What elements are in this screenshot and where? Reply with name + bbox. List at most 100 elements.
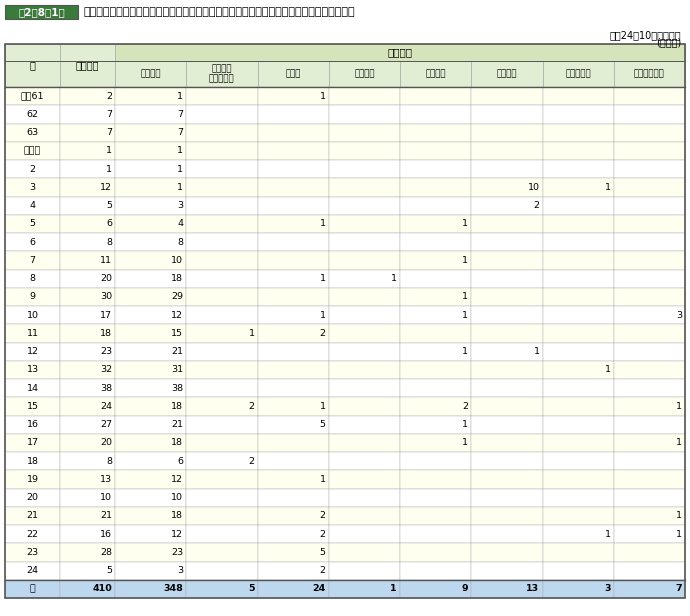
Bar bbox=[613, 288, 685, 306]
Text: 2: 2 bbox=[248, 456, 255, 466]
Text: 航空機事故: 航空機事故 bbox=[565, 70, 591, 78]
Text: 15: 15 bbox=[171, 329, 184, 338]
Bar bbox=[471, 525, 542, 543]
Bar bbox=[613, 361, 685, 379]
Bar bbox=[328, 379, 400, 397]
Bar bbox=[613, 452, 685, 470]
Bar bbox=[5, 342, 60, 361]
Text: 18: 18 bbox=[100, 329, 112, 338]
Bar bbox=[115, 178, 186, 197]
Bar bbox=[5, 543, 60, 562]
Bar bbox=[5, 434, 60, 452]
Bar bbox=[328, 87, 400, 105]
Bar bbox=[257, 580, 328, 598]
Bar bbox=[5, 44, 685, 598]
Bar bbox=[186, 105, 257, 123]
Bar bbox=[257, 416, 328, 434]
Bar bbox=[257, 160, 328, 178]
Text: 8: 8 bbox=[106, 456, 112, 466]
Bar bbox=[400, 488, 471, 507]
Bar bbox=[400, 397, 471, 416]
Text: 23: 23 bbox=[100, 347, 112, 356]
Bar bbox=[115, 233, 186, 251]
Bar bbox=[60, 251, 115, 270]
Text: 12: 12 bbox=[100, 183, 112, 192]
Bar bbox=[400, 215, 471, 233]
Bar bbox=[328, 342, 400, 361]
Bar bbox=[60, 87, 115, 105]
Bar bbox=[5, 397, 60, 416]
Text: 28: 28 bbox=[100, 548, 112, 557]
Bar bbox=[328, 197, 400, 215]
Bar bbox=[186, 525, 257, 543]
Text: 1: 1 bbox=[462, 256, 469, 265]
Bar bbox=[5, 5, 78, 19]
Bar bbox=[400, 324, 471, 342]
Text: 地震災害: 地震災害 bbox=[425, 70, 446, 78]
Text: その他の災害: その他の災害 bbox=[634, 70, 664, 78]
Text: 2: 2 bbox=[319, 566, 326, 575]
Bar bbox=[471, 562, 542, 580]
Text: 24: 24 bbox=[313, 585, 326, 593]
Text: 林野火災
以外の火災: 林野火災 以外の火災 bbox=[209, 64, 235, 84]
Bar bbox=[400, 251, 471, 270]
Text: 22: 22 bbox=[26, 530, 39, 538]
Bar bbox=[186, 197, 257, 215]
Bar bbox=[542, 61, 613, 87]
Bar bbox=[186, 507, 257, 525]
Bar bbox=[542, 270, 613, 288]
Bar bbox=[186, 397, 257, 416]
Bar bbox=[471, 306, 542, 324]
Text: 7: 7 bbox=[676, 585, 682, 593]
Bar bbox=[60, 105, 115, 123]
Bar bbox=[400, 342, 471, 361]
Bar bbox=[471, 324, 542, 342]
Text: 1: 1 bbox=[106, 164, 112, 174]
Bar bbox=[542, 342, 613, 361]
Text: 32: 32 bbox=[100, 365, 112, 375]
Bar bbox=[5, 87, 60, 105]
Bar bbox=[115, 251, 186, 270]
Bar bbox=[257, 324, 328, 342]
Bar bbox=[542, 87, 613, 105]
Text: 1: 1 bbox=[676, 402, 682, 411]
Text: 1: 1 bbox=[391, 585, 397, 593]
Bar bbox=[328, 306, 400, 324]
Bar bbox=[400, 525, 471, 543]
Bar bbox=[257, 525, 328, 543]
Bar bbox=[542, 215, 613, 233]
Bar bbox=[257, 270, 328, 288]
Bar bbox=[115, 416, 186, 434]
Text: 7: 7 bbox=[30, 256, 35, 265]
Text: 6: 6 bbox=[177, 456, 184, 466]
Text: 2: 2 bbox=[319, 511, 326, 521]
Bar bbox=[257, 562, 328, 580]
Bar bbox=[471, 160, 542, 178]
Bar bbox=[328, 61, 400, 87]
Text: 8: 8 bbox=[106, 238, 112, 246]
Bar bbox=[400, 178, 471, 197]
Text: 1: 1 bbox=[106, 147, 112, 155]
Bar bbox=[257, 105, 328, 123]
Bar bbox=[613, 379, 685, 397]
Bar bbox=[328, 270, 400, 288]
Bar bbox=[60, 452, 115, 470]
Text: (各年中): (各年中) bbox=[656, 37, 681, 47]
Text: 2: 2 bbox=[30, 164, 35, 174]
Text: 7: 7 bbox=[106, 110, 112, 119]
Bar bbox=[328, 562, 400, 580]
Text: 年: 年 bbox=[30, 60, 35, 70]
Bar bbox=[542, 160, 613, 178]
Bar bbox=[5, 215, 60, 233]
Bar bbox=[257, 543, 328, 562]
Bar bbox=[542, 233, 613, 251]
Text: 10: 10 bbox=[171, 256, 184, 265]
Text: 第2－8－1表: 第2－8－1表 bbox=[18, 7, 65, 17]
Bar bbox=[613, 397, 685, 416]
Bar bbox=[115, 306, 186, 324]
Bar bbox=[400, 142, 471, 160]
Bar bbox=[613, 233, 685, 251]
Bar bbox=[471, 416, 542, 434]
Text: 348: 348 bbox=[164, 585, 184, 593]
Bar bbox=[5, 270, 60, 288]
